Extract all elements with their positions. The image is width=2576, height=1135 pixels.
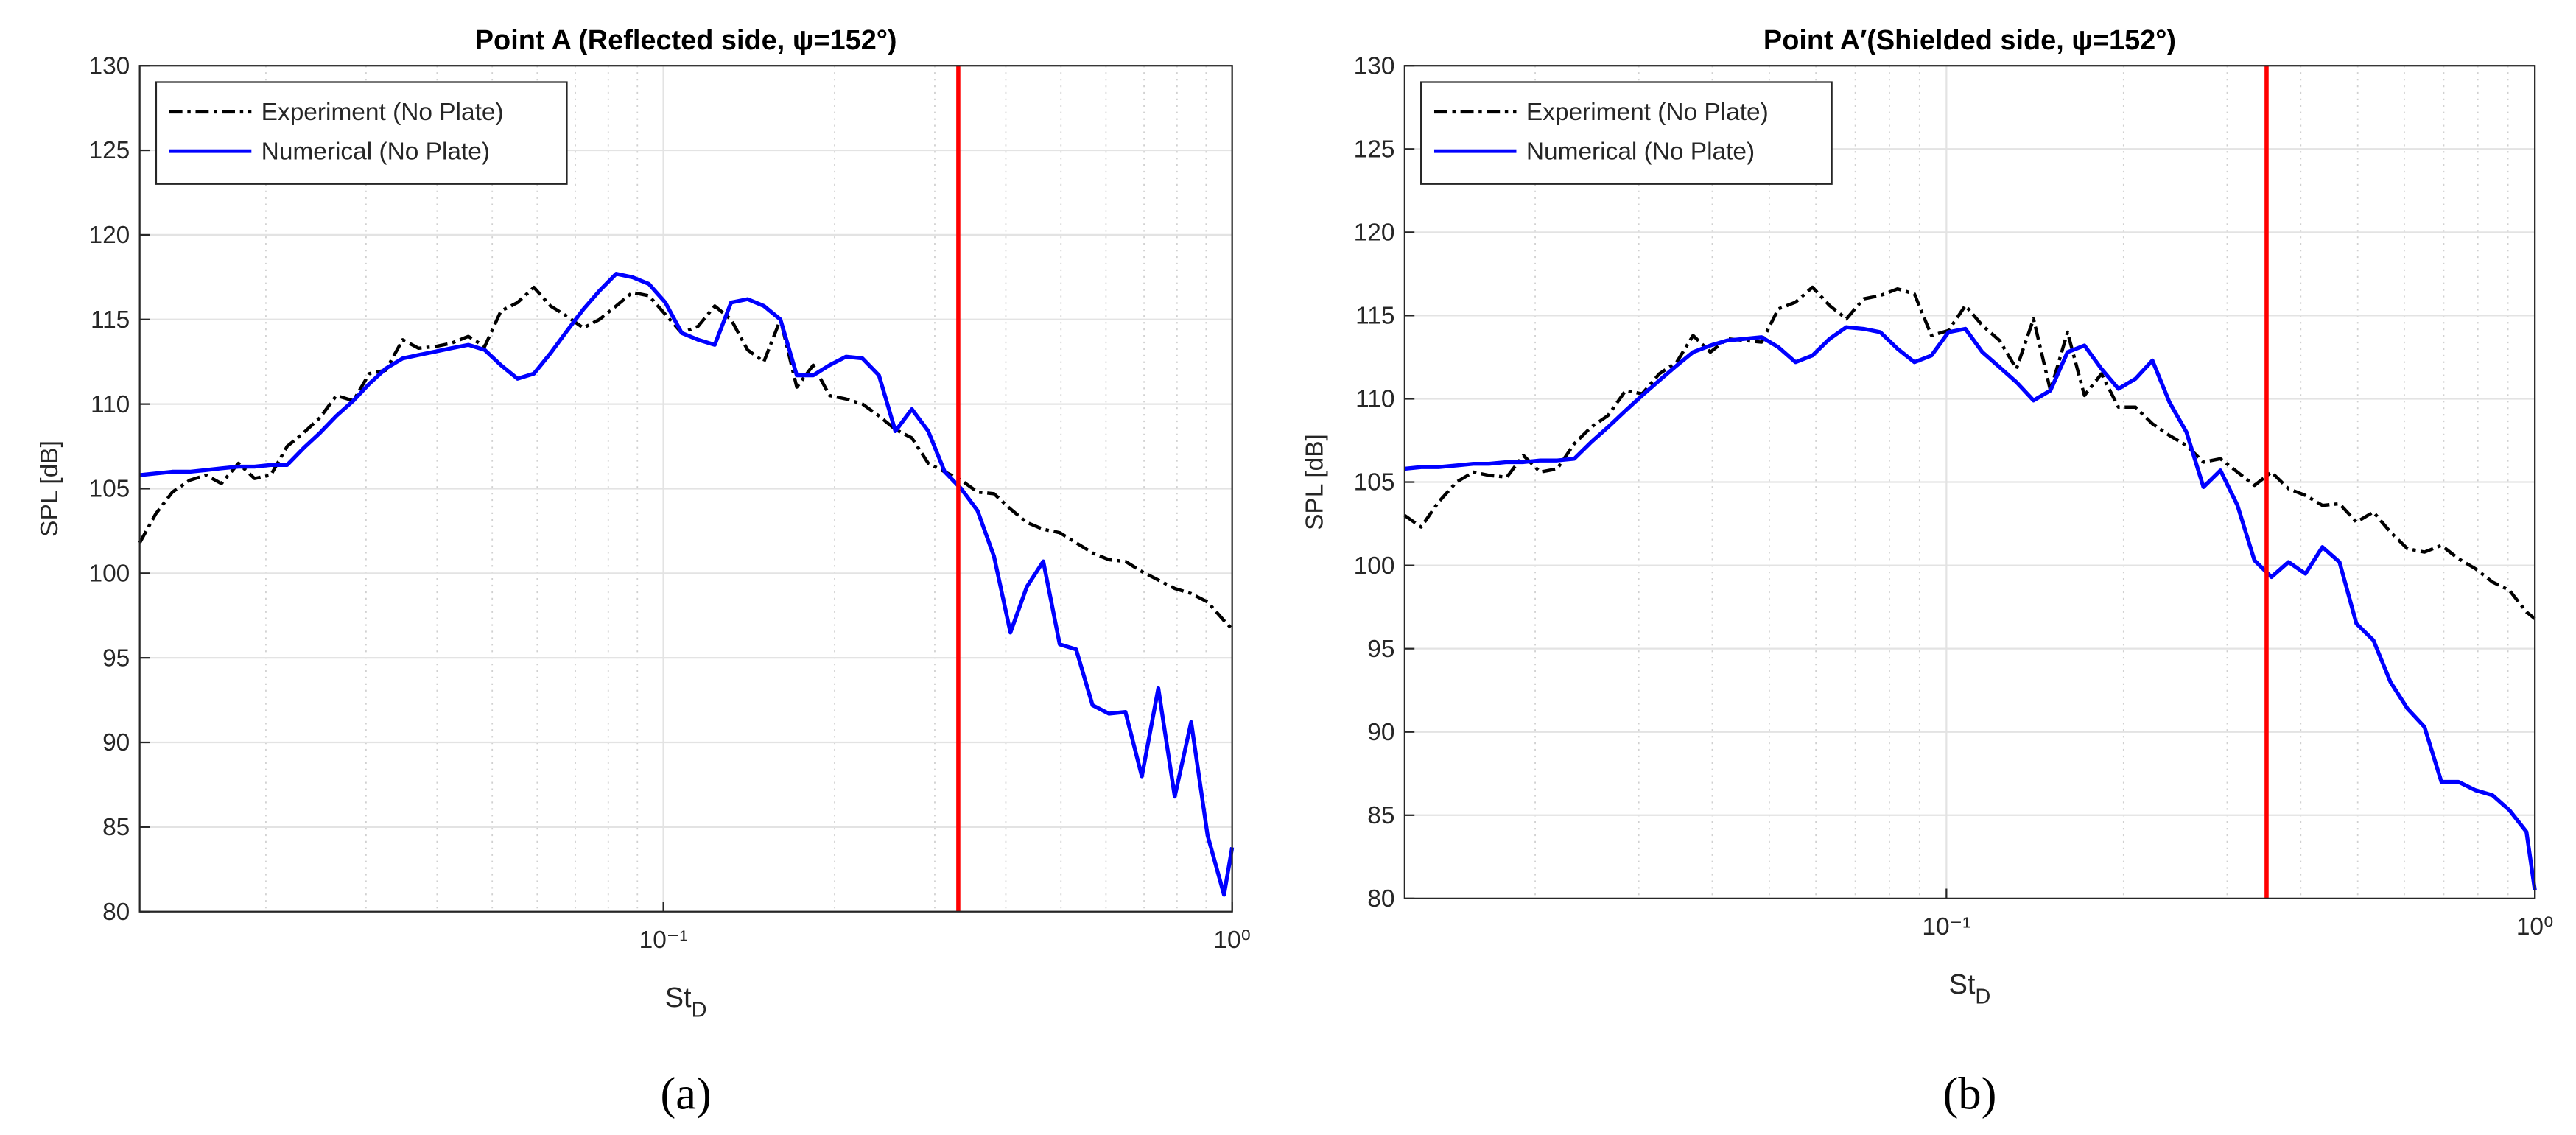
series-line xyxy=(1404,325,2537,890)
x-axis-label-main: St xyxy=(1949,969,1976,1000)
y-tick-label: 120 xyxy=(88,222,130,249)
y-tick-label: 110 xyxy=(1355,386,1394,413)
y-tick-label: 130 xyxy=(1354,52,1395,80)
y-tick-label: 125 xyxy=(88,137,130,164)
y-axis-label: SPL [dB] xyxy=(36,440,63,537)
chart-panel: 80 85 90 95 100 105 110 115 120 125 130 10⁻¹ 10⁰ Expe… xyxy=(36,25,1251,1119)
x-axis-label: StD xyxy=(665,983,707,1022)
y-tick-label: 100 xyxy=(88,560,130,587)
legend-label: Experiment (No Plate) xyxy=(1526,99,1769,126)
y-tick-label: 105 xyxy=(1354,469,1395,496)
y-tick-label: 120 xyxy=(1354,219,1395,246)
y-tick-label: 100 xyxy=(1354,552,1395,580)
y-axis-label: SPL [dB] xyxy=(1301,434,1328,530)
x-tick-label: 10⁰ xyxy=(1213,927,1251,954)
y-tick-label: 85 xyxy=(1367,802,1394,829)
legend-label: Numerical (No Plate) xyxy=(262,138,490,165)
chart-title: Point A (Reflected side, ψ=152°) xyxy=(475,25,897,56)
y-tick-label: 95 xyxy=(102,644,130,672)
y-tick-label: 105 xyxy=(88,476,130,503)
y-tick-label: 90 xyxy=(1367,719,1394,746)
legend-label: Experiment (No Plate) xyxy=(262,99,504,126)
legend-box xyxy=(155,81,568,185)
x-tick-label: 10⁻¹ xyxy=(639,927,688,954)
x-tick-label: 10⁰ xyxy=(2516,913,2554,941)
x-tick-label: 10⁻¹ xyxy=(1922,913,1970,941)
y-tick-label: 80 xyxy=(102,899,130,926)
x-axis-label: StD xyxy=(1949,969,1991,1008)
series-line xyxy=(138,285,1234,630)
axes-box xyxy=(138,65,1233,913)
y-tick-label: 125 xyxy=(1354,136,1395,163)
y-tick-label: 85 xyxy=(102,814,130,841)
y-tick-label: 90 xyxy=(102,729,130,756)
panel-caption: (a) xyxy=(661,1067,712,1119)
y-tick-label: 110 xyxy=(91,391,130,418)
chart-title: Point A′(Shielded side, ψ=152°) xyxy=(1763,25,2176,56)
chart-panel: 80 85 90 95 100 105 110 115 120 125 130 10⁻¹ 10⁰ Expe… xyxy=(1301,25,2553,1119)
x-axis-label-sub: D xyxy=(692,998,707,1022)
legend: Experiment (No Plate) Numerical (No Plate… xyxy=(1420,81,1833,185)
legend-box xyxy=(1420,81,1833,185)
series-line xyxy=(1403,285,2536,620)
panel-caption: (b) xyxy=(1943,1067,1997,1119)
series-line xyxy=(139,272,1235,897)
legend-label: Numerical (No Plate) xyxy=(1526,138,1755,165)
y-tick-label: 115 xyxy=(1355,303,1394,330)
y-tick-label: 130 xyxy=(88,52,130,80)
axes-box xyxy=(1403,65,2536,899)
x-axis-label-main: St xyxy=(665,983,692,1013)
x-axis-label-sub: D xyxy=(1975,985,1990,1009)
legend: Experiment (No Plate) Numerical (No Plate… xyxy=(155,81,568,185)
y-tick-label: 95 xyxy=(1367,636,1394,663)
y-tick-label: 115 xyxy=(91,306,130,334)
y-tick-label: 80 xyxy=(1367,885,1394,913)
